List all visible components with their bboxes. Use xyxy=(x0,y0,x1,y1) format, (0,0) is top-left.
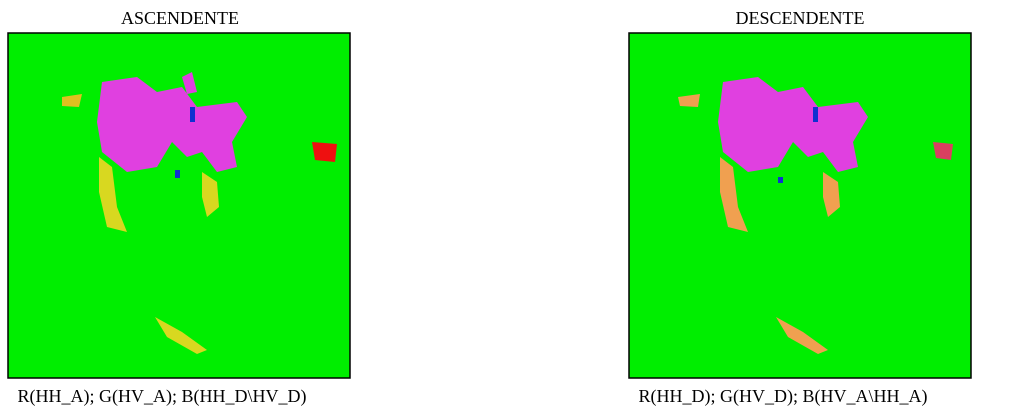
panel-caption: R(HH_D); G(HV_D); B(HV_A\HH_A) xyxy=(638,386,928,406)
panel-title: DESCENDENTE xyxy=(735,8,865,28)
panel-title: ASCENDENTE xyxy=(121,8,239,28)
classified-image xyxy=(7,32,351,379)
classified-image xyxy=(628,32,972,379)
panel-caption: R(HH_A); G(HV_A); B(HH_D\HV_D) xyxy=(17,386,307,406)
